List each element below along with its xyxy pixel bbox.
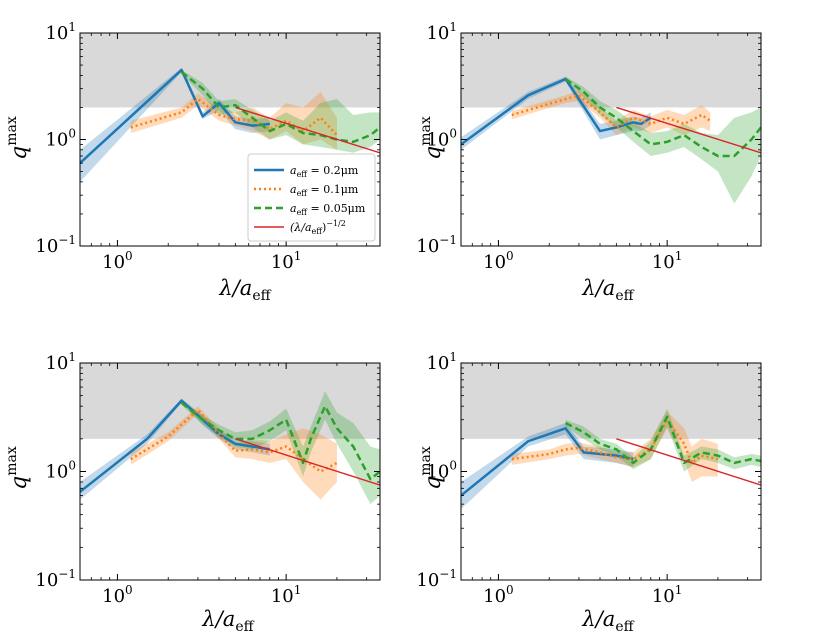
- shaded-region: [461, 33, 761, 108]
- uncertainty-band-a01: [130, 406, 337, 500]
- y-tick-label: 101: [45, 20, 76, 44]
- panel-4: 100 101 10−1 100 101 λ/aeff qmax: [416, 350, 762, 635]
- series-line-ref: [616, 106, 761, 154]
- y-tick-label: 10−1: [416, 233, 457, 257]
- y-tick-label: 100: [45, 459, 76, 483]
- y-tick-label: 101: [45, 350, 76, 374]
- x-tick-label: 100: [483, 249, 514, 273]
- y-tick-label: 100: [426, 459, 457, 483]
- uncertainty-band-a005: [565, 76, 761, 204]
- x-tick-label: 101: [271, 583, 302, 607]
- panel-3: 100 101 10−1 100 101 λ/aeff qmax: [4, 350, 381, 635]
- series-line-a005: [564, 77, 761, 158]
- x-tick-label: 100: [102, 249, 133, 273]
- y-tick-label: 100: [426, 127, 457, 151]
- uncertainty-band-a01: [511, 411, 718, 483]
- y-axis-label: qmax: [4, 116, 32, 160]
- uncertainty-band-a005: [565, 408, 761, 472]
- shaded-region: [461, 363, 761, 439]
- series-line-a02: [461, 77, 652, 146]
- series-line-a02: [80, 399, 270, 493]
- x-axis-label: λ/aeff: [201, 607, 254, 635]
- shaded-region: [80, 363, 380, 439]
- x-axis-label: λ/aeff: [581, 276, 634, 304]
- x-axis-label: λ/aeff: [218, 276, 271, 304]
- x-tick-label: 100: [102, 583, 133, 607]
- series-line-a01: [511, 94, 711, 129]
- series-line-ref: [235, 106, 380, 154]
- series-line-ref: [235, 438, 380, 486]
- y-axis-label: qmax: [418, 116, 446, 160]
- series-line-a005: [180, 71, 380, 144]
- x-tick-label: 101: [271, 249, 302, 273]
- y-axis-label: qmax: [418, 446, 446, 490]
- legend-label: aeff = 0.2μm: [290, 164, 359, 179]
- legend: aeff = 0.2μm aeff = 0.1μm aeff = 0.05μm (λ/…: [247, 153, 376, 242]
- series-line-a005: [180, 401, 380, 481]
- x-tick-label: 101: [652, 249, 683, 273]
- uncertainty-band-a005: [181, 69, 380, 153]
- series-line-a02: [461, 427, 634, 497]
- x-tick-label: 100: [483, 583, 514, 607]
- x-axis-label: λ/aeff: [581, 607, 634, 635]
- uncertainty-band-a02: [80, 67, 270, 182]
- legend-box: [247, 153, 376, 242]
- legend-label: (λ/aeff)−1/2: [290, 219, 346, 236]
- y-tick-label: 10−1: [35, 567, 76, 591]
- panel-2: 100 101 10−1 100 101 λ/aeff qmax: [416, 20, 762, 304]
- y-tick-label: 10−1: [35, 233, 76, 257]
- y-axis-label: qmax: [4, 446, 32, 490]
- y-tick-label: 100: [45, 127, 76, 151]
- shaded-region: [80, 33, 380, 108]
- y-tick-label: 101: [426, 20, 457, 44]
- legend-label: aeff = 0.1μm: [290, 183, 359, 198]
- y-tick-label: 10−1: [416, 567, 457, 591]
- legend-label: aeff = 0.05μm: [290, 202, 366, 217]
- x-tick-label: 101: [652, 583, 683, 607]
- series-line-a005: [564, 415, 761, 465]
- series-line-a01: [130, 408, 338, 473]
- y-tick-label: 101: [426, 350, 457, 374]
- uncertainty-band-a02: [461, 422, 634, 510]
- series-line-a02: [80, 68, 270, 165]
- series-line-ref: [616, 438, 761, 486]
- uncertainty-band-a005: [181, 391, 380, 505]
